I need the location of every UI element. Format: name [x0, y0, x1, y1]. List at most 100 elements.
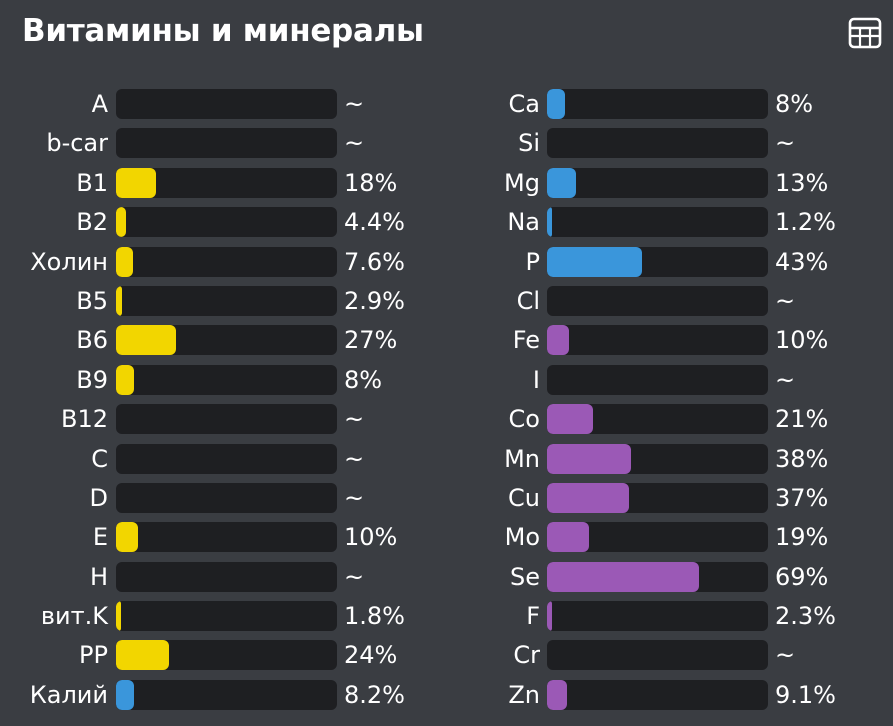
mineral-label: Cu [508, 483, 540, 512]
vitamin-progress-fill [116, 325, 176, 356]
vitamin-progress-bar [116, 443, 337, 474]
vitamin-progress-bar [116, 325, 337, 356]
vitamin-value: 2.9% [344, 286, 405, 315]
vitamin-value: 27% [344, 326, 398, 355]
mineral-progress-bar [547, 443, 768, 474]
vitamin-progress-bar [116, 285, 337, 316]
mineral-value: ~ [775, 641, 796, 670]
mineral-progress-fill [547, 482, 629, 513]
vitamin-label: B9 [76, 365, 108, 394]
mineral-label: Mo [504, 523, 540, 552]
vitamin-value: ~ [344, 483, 365, 512]
mineral-label: Mn [504, 444, 540, 473]
vitamin-label: H [89, 562, 108, 591]
vitamin-value: 10% [344, 523, 398, 552]
mineral-progress-fill [547, 443, 631, 474]
mineral-value: 19% [775, 523, 829, 552]
vitamin-label: Холин [30, 247, 108, 276]
vitamin-label: A [91, 90, 108, 118]
mineral-value: ~ [775, 129, 796, 158]
mineral-progress-fill [547, 679, 568, 710]
mineral-progress-fill [547, 522, 589, 553]
vitamin-progress-fill [116, 285, 123, 316]
mineral-progress-fill [547, 207, 552, 238]
mineral-label: Cl [516, 286, 540, 315]
mineral-progress-bar [547, 404, 768, 435]
vitamin-value: 24% [344, 641, 398, 670]
mineral-value: 21% [775, 405, 829, 434]
vitamin-progress-bar [116, 128, 337, 159]
mineral-progress-bar [547, 679, 768, 710]
vitamin-value: ~ [344, 129, 365, 158]
vitamin-progress-fill [116, 364, 134, 395]
vitamin-label: B6 [76, 326, 108, 355]
vitamin-value: 7.6% [344, 247, 405, 276]
mineral-progress-fill [547, 561, 700, 592]
mineral-label: Mg [504, 168, 540, 197]
mineral-progress-bar [547, 167, 768, 198]
vitamin-label: B1 [76, 168, 108, 197]
vitamin-progress-bar [116, 404, 337, 435]
mineral-progress-fill [547, 325, 570, 356]
mineral-progress-bar [547, 364, 768, 395]
mineral-label: Se [510, 562, 540, 591]
vitamin-progress-bar [116, 561, 337, 592]
mineral-label: Fe [512, 326, 540, 355]
mineral-value: 13% [775, 168, 829, 197]
mineral-value: 38% [775, 444, 829, 473]
mineral-progress-bar [547, 89, 768, 119]
vitamin-label: PP [79, 641, 108, 670]
vitamin-label: вит.K [40, 602, 108, 631]
mineral-label: Co [508, 405, 540, 434]
mineral-progress-bar [547, 522, 768, 553]
mineral-value: 2.3% [775, 602, 836, 631]
mineral-value: 37% [775, 483, 829, 512]
vitamin-progress-bar [116, 601, 337, 632]
mineral-progress-fill [547, 89, 565, 119]
mineral-progress-bar [547, 601, 768, 632]
table-grid-icon [848, 17, 882, 49]
vitamin-label: B5 [76, 286, 108, 315]
vitamin-value: ~ [344, 90, 365, 118]
vitamin-progress-fill [116, 207, 126, 238]
mineral-label: Ca [508, 90, 540, 118]
vitamin-value: ~ [344, 444, 365, 473]
mineral-label: I [532, 365, 540, 394]
mineral-progress-bar [547, 207, 768, 238]
vitamin-label: B2 [76, 208, 108, 237]
mineral-label: Zn [508, 680, 540, 709]
vitamin-value: 8% [344, 365, 383, 394]
vitamin-progress-fill [116, 167, 156, 198]
vitamin-progress-bar [116, 89, 337, 119]
vitamin-label: Калий [29, 680, 108, 709]
mineral-value: ~ [775, 286, 796, 315]
mineral-value: 43% [775, 247, 829, 276]
mineral-value: ~ [775, 365, 796, 394]
mineral-label: F [526, 602, 540, 631]
vitamin-progress-bar [116, 167, 337, 198]
mineral-label: P [525, 247, 540, 276]
mineral-progress-bar [547, 246, 768, 277]
mineral-value: 8% [775, 90, 814, 118]
vitamin-progress-fill [116, 640, 170, 671]
vitamin-progress-fill [116, 601, 121, 632]
vitamin-progress-bar [116, 640, 337, 671]
vitamin-label: E [92, 523, 108, 552]
vitamin-value: ~ [344, 405, 365, 434]
vitamin-value: ~ [344, 562, 365, 591]
mineral-progress-fill [547, 246, 643, 277]
mineral-progress-fill [547, 404, 594, 435]
vitamin-label: B12 [60, 405, 108, 434]
vitamin-label: D [89, 483, 108, 512]
mineral-value: 10% [775, 326, 829, 355]
vitamin-progress-fill [116, 522, 139, 553]
vitamin-progress-bar [116, 364, 337, 395]
table-view-button[interactable] [848, 17, 882, 49]
mineral-progress-bar [547, 482, 768, 513]
vitamin-progress-fill [116, 679, 135, 710]
vitamin-progress-bar [116, 246, 337, 277]
mineral-value: 9.1% [775, 680, 836, 709]
mineral-progress-bar [547, 325, 768, 356]
mineral-progress-fill [547, 601, 553, 632]
mineral-progress-fill [547, 167, 576, 198]
